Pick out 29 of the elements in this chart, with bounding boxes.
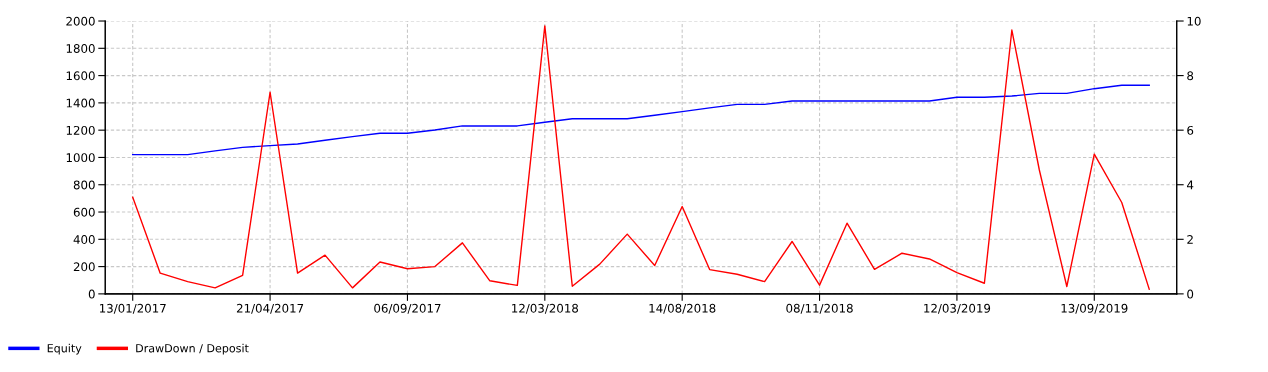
y-tick-label: 1000: [66, 153, 95, 163]
x-tick-label: 12/03/2019: [924, 303, 991, 314]
y-tick-label: 0: [88, 289, 95, 299]
legend-label: DrawDown / Deposit: [136, 343, 249, 355]
y2-tick-label: 4: [1187, 180, 1194, 190]
x-tick-label: 21/04/2017: [236, 303, 304, 314]
y-tick-label: 1600: [66, 71, 95, 81]
x-tick-label: 06/09/2017: [374, 303, 441, 314]
y2-tick-label: 10: [1187, 16, 1201, 26]
x-tick-label: 13/09/2019: [1061, 303, 1128, 314]
x-tick-label: 12/03/2018: [512, 303, 579, 314]
x-tick-label: 13/01/2017: [99, 303, 166, 314]
y-tick-label: 1800: [66, 44, 95, 53]
y-tick-label: 1200: [66, 125, 95, 135]
y-tick-label: 600: [73, 207, 95, 217]
y2-tick-label: 0: [1187, 289, 1194, 299]
y2-tick-label: 6: [1187, 125, 1194, 135]
y-tick-label: 200: [73, 262, 95, 272]
y2-tick-label: 2: [1187, 235, 1193, 244]
y2-tick-label: 8: [1187, 71, 1194, 81]
legend-label: Equity: [47, 343, 82, 355]
y-tick-label: 800: [73, 180, 95, 190]
line-series: [132, 25, 1150, 290]
y-tick-label: 400: [73, 235, 95, 244]
x-tick-label: 14/08/2018: [649, 303, 716, 314]
y-tick-label: 1400: [66, 98, 95, 108]
x-tick-label: 08/11/2018: [786, 303, 853, 314]
y-tick-label: 2000: [66, 16, 95, 26]
line-series: [132, 84, 1150, 156]
